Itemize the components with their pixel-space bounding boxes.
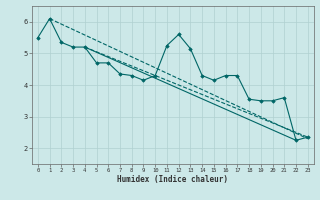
X-axis label: Humidex (Indice chaleur): Humidex (Indice chaleur) bbox=[117, 175, 228, 184]
